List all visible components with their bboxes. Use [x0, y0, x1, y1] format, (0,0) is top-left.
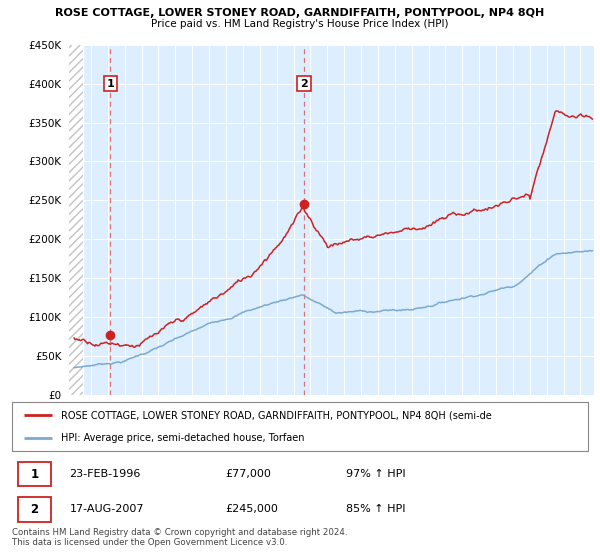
- Text: 23-FEB-1996: 23-FEB-1996: [70, 469, 141, 479]
- Bar: [69, 45, 83, 395]
- Text: 2: 2: [300, 79, 308, 88]
- Text: HPI: Average price, semi-detached house, Torfaen: HPI: Average price, semi-detached house,…: [61, 433, 304, 444]
- Text: Contains HM Land Registry data © Crown copyright and database right 2024.
This d: Contains HM Land Registry data © Crown c…: [12, 528, 347, 547]
- Text: 1: 1: [31, 468, 38, 480]
- Text: Price paid vs. HM Land Registry's House Price Index (HPI): Price paid vs. HM Land Registry's House …: [151, 19, 449, 29]
- Bar: [18, 497, 51, 522]
- Text: 97% ↑ HPI: 97% ↑ HPI: [346, 469, 406, 479]
- Bar: [69, 45, 83, 395]
- Text: 85% ↑ HPI: 85% ↑ HPI: [346, 505, 406, 515]
- Text: 2: 2: [31, 503, 38, 516]
- Text: 17-AUG-2007: 17-AUG-2007: [70, 505, 144, 515]
- Text: £245,000: £245,000: [225, 505, 278, 515]
- Bar: [18, 462, 51, 486]
- Text: ROSE COTTAGE, LOWER STONEY ROAD, GARNDIFFAITH, PONTYPOOL, NP4 8QH: ROSE COTTAGE, LOWER STONEY ROAD, GARNDIF…: [55, 8, 545, 18]
- Text: ROSE COTTAGE, LOWER STONEY ROAD, GARNDIFFAITH, PONTYPOOL, NP4 8QH (semi-de: ROSE COTTAGE, LOWER STONEY ROAD, GARNDIF…: [61, 410, 492, 421]
- Text: 1: 1: [106, 79, 114, 88]
- Text: £77,000: £77,000: [225, 469, 271, 479]
